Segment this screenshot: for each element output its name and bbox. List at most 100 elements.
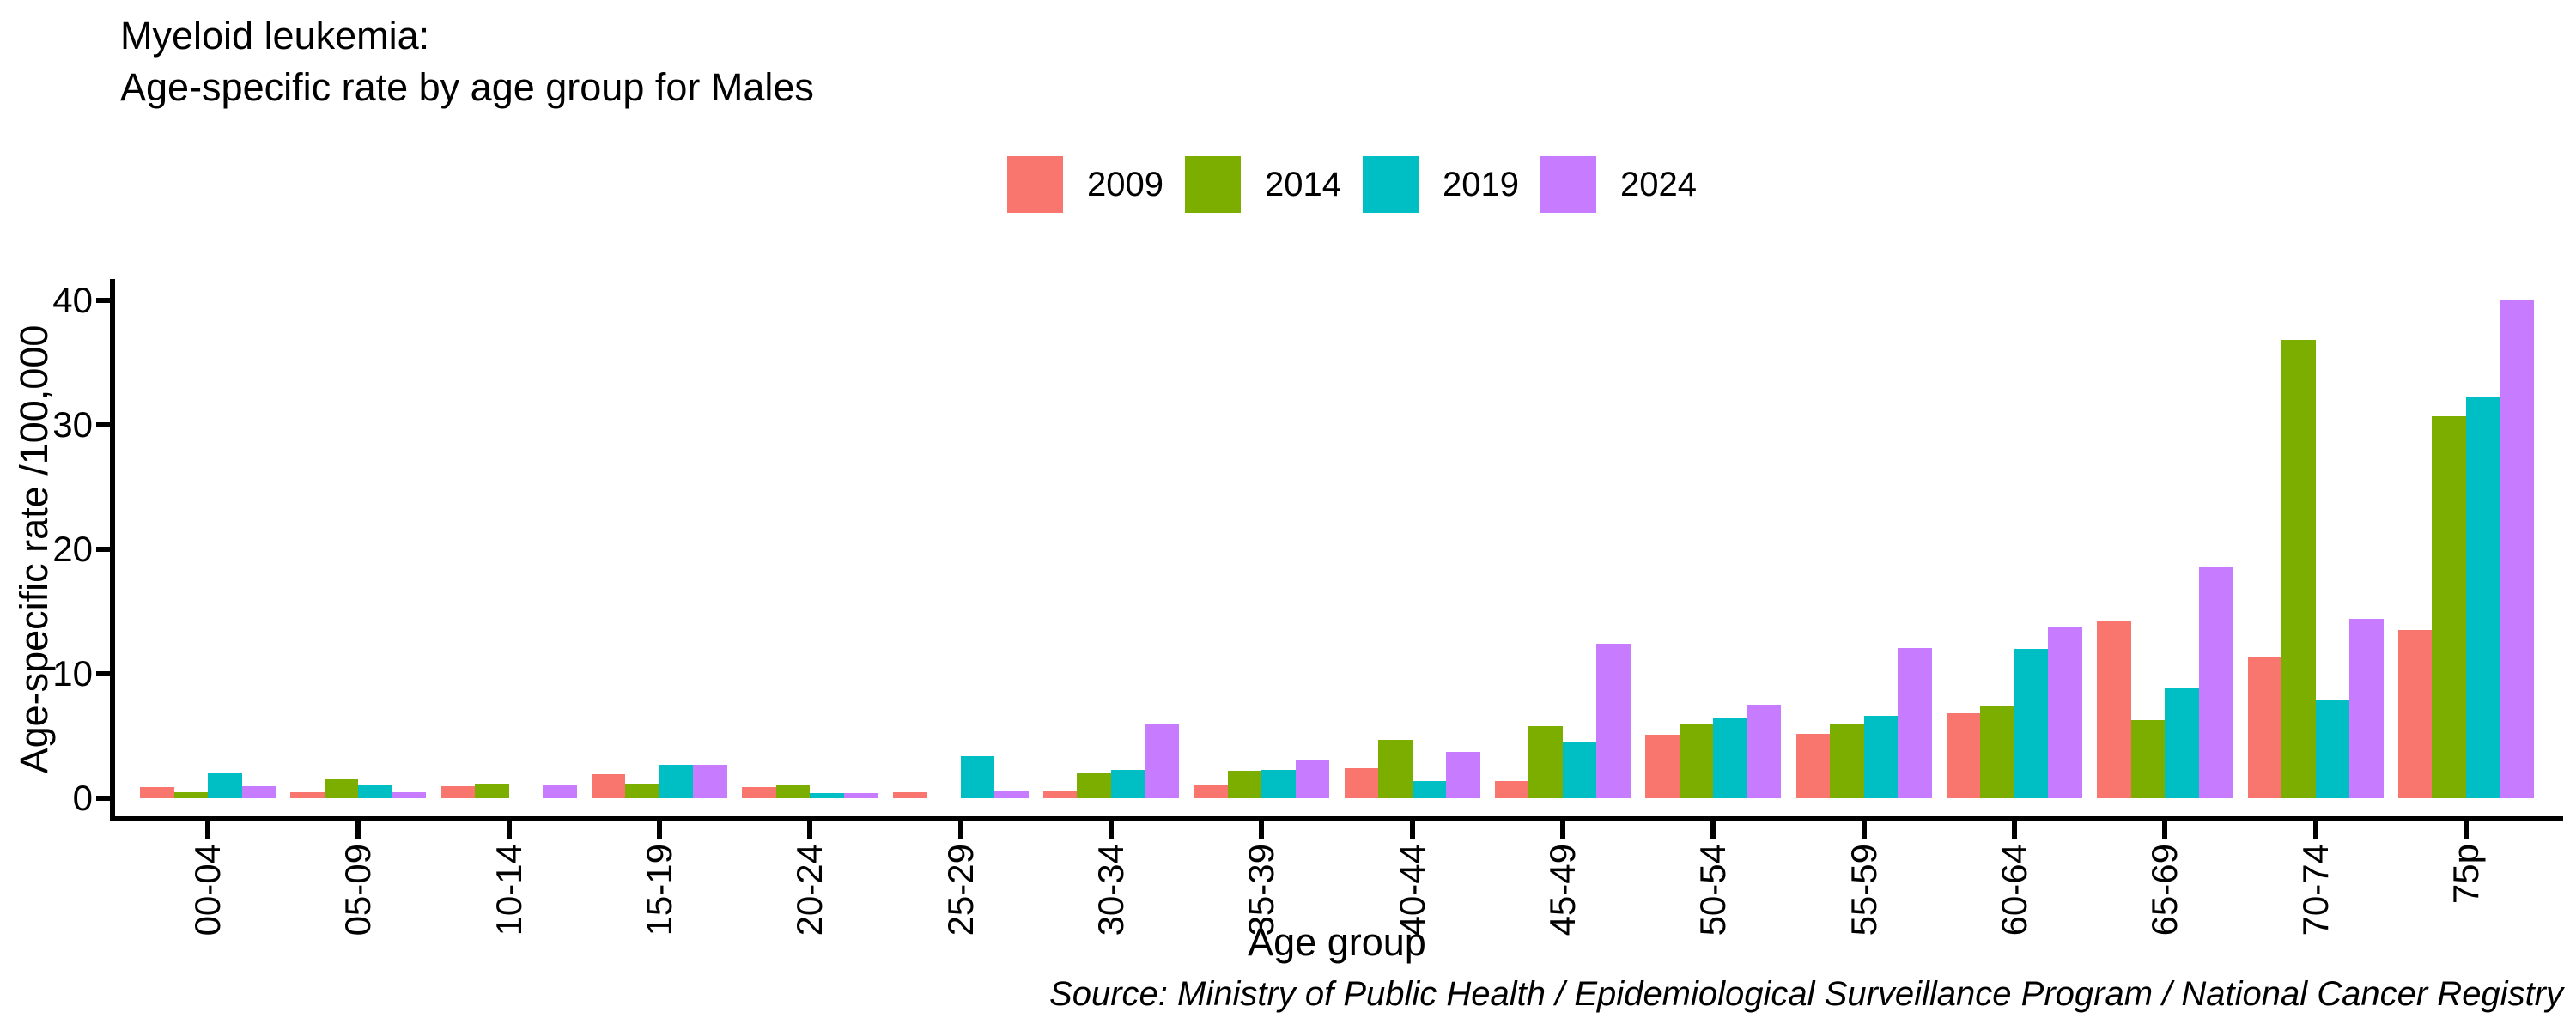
bar-2024-35-39	[1295, 760, 1330, 798]
bar-2009-25-29	[892, 791, 927, 798]
y-tick-mark	[96, 671, 110, 676]
y-tick-label: 0	[72, 778, 93, 818]
y-tick-mark	[96, 547, 110, 552]
bar-2014-65-69	[2130, 719, 2166, 798]
bar-2019-15-19	[659, 764, 694, 798]
bar-2019-40-44	[1412, 780, 1447, 798]
legend-swatch-2024	[1540, 156, 1596, 213]
bar-2014-30-34	[1077, 773, 1111, 798]
legend-label-2014: 2014	[1264, 166, 1341, 203]
bar-2024-40-44	[1446, 752, 1480, 798]
bar-2019-05-09	[358, 785, 392, 798]
x-tick-mark	[807, 821, 813, 839]
legend-item-2019: 2019	[1362, 156, 1519, 213]
bar-2009-40-44	[1344, 768, 1379, 798]
bar-2009-00-04	[140, 786, 174, 798]
x-tick-mark	[1710, 821, 1716, 839]
bar-2019-65-69	[2165, 687, 2199, 798]
bar-2014-70-74	[2281, 340, 2316, 798]
bar-2019-00-04	[208, 773, 242, 798]
x-tick-mark	[2011, 821, 2017, 839]
x-tick-label: 25-29	[939, 844, 981, 936]
bar-2024-15-19	[693, 764, 727, 798]
bar-2024-65-69	[2198, 566, 2233, 798]
bar-2014-40-44	[1378, 739, 1413, 798]
bar-2009-30-34	[1042, 791, 1078, 798]
bar-2024-25-29	[994, 791, 1029, 798]
y-tick-mark	[96, 298, 110, 303]
x-tick-label: 15-19	[638, 844, 679, 936]
bar-2009-70-74	[2247, 656, 2282, 798]
bar-2014-00-04	[173, 791, 208, 798]
bar-2019-20-24	[810, 793, 844, 798]
bar-2014-20-24	[775, 785, 811, 798]
bar-2024-10-14	[543, 785, 577, 798]
bar-2014-60-64	[1980, 706, 2014, 798]
x-tick-mark	[2463, 821, 2469, 839]
x-tick-label: 75p	[2445, 844, 2486, 905]
bar-2009-75p	[2397, 630, 2433, 798]
bar-2009-45-49	[1494, 780, 1529, 798]
bar-2024-70-74	[2349, 619, 2384, 798]
y-axis-line	[110, 279, 115, 821]
bar-2019-70-74	[2315, 700, 2350, 798]
legend-item-2014: 2014	[1184, 156, 1341, 213]
bar-2019-75p	[2465, 396, 2500, 798]
y-tick-label: 30	[52, 404, 93, 445]
bar-2009-50-54	[1645, 735, 1680, 798]
x-tick-mark	[1559, 821, 1565, 839]
bar-2019-45-49	[1562, 742, 1597, 798]
x-tick-mark	[205, 821, 210, 839]
legend-label-2024: 2024	[1619, 166, 1697, 203]
x-axis-title: Age group	[1248, 920, 1426, 964]
bar-2014-45-49	[1528, 725, 1563, 798]
bar-2024-00-04	[241, 785, 276, 798]
x-tick-label: 10-14	[488, 844, 529, 936]
bar-2024-60-64	[2048, 626, 2082, 798]
bar-2009-15-19	[591, 774, 626, 798]
bar-2009-20-24	[742, 786, 776, 798]
x-tick-mark	[656, 821, 662, 839]
x-tick-mark	[1259, 821, 1265, 839]
x-tick-mark	[2312, 821, 2318, 839]
y-tick-label: 40	[52, 280, 93, 320]
bar-2019-55-59	[1863, 716, 1899, 798]
bar-2014-15-19	[625, 783, 659, 798]
legend-swatch-2014	[1184, 156, 1241, 213]
bar-2024-20-24	[843, 793, 878, 798]
bar-2009-05-09	[290, 791, 325, 798]
y-tick-mark	[96, 796, 110, 801]
bar-2014-05-09	[324, 778, 359, 798]
bar-2024-45-49	[1596, 644, 1631, 798]
bar-2024-30-34	[1145, 724, 1179, 798]
bar-2009-55-59	[1795, 733, 1831, 798]
source-note: Source: Ministry of Public Health / Epid…	[1049, 975, 2563, 1013]
x-tick-label: 30-34	[1090, 844, 1131, 936]
x-tick-label: 45-49	[1541, 844, 1583, 936]
x-tick-label: 60-64	[1993, 844, 2034, 936]
x-tick-label: 00-04	[187, 844, 228, 936]
x-tick-mark	[355, 821, 361, 839]
x-tick-mark	[1108, 821, 1114, 839]
bar-2014-50-54	[1679, 724, 1714, 798]
bar-2019-35-39	[1261, 769, 1296, 798]
x-tick-label: 65-69	[2144, 844, 2185, 936]
x-tick-mark	[2162, 821, 2168, 839]
bar-2009-65-69	[2097, 621, 2131, 798]
y-axis-title: Age-specific rate /100,000	[12, 324, 56, 774]
bar-2014-35-39	[1227, 771, 1262, 798]
y-tick-label: 10	[52, 653, 93, 694]
legend-label-2019: 2019	[1442, 166, 1519, 203]
legend-item-2024: 2024	[1540, 156, 1697, 213]
legend-swatch-2009	[1007, 156, 1063, 213]
bar-2019-60-64	[2014, 649, 2049, 798]
bar-2024-75p	[2500, 300, 2534, 798]
bar-2024-50-54	[1747, 705, 1782, 798]
x-tick-mark	[957, 821, 963, 839]
x-tick-label: 50-54	[1692, 844, 1734, 936]
x-tick-mark	[506, 821, 512, 839]
chart-title-line2: Age-specific rate by age group for Males	[120, 65, 814, 109]
bar-2019-30-34	[1110, 769, 1145, 798]
x-tick-label: 70-74	[2294, 844, 2336, 936]
